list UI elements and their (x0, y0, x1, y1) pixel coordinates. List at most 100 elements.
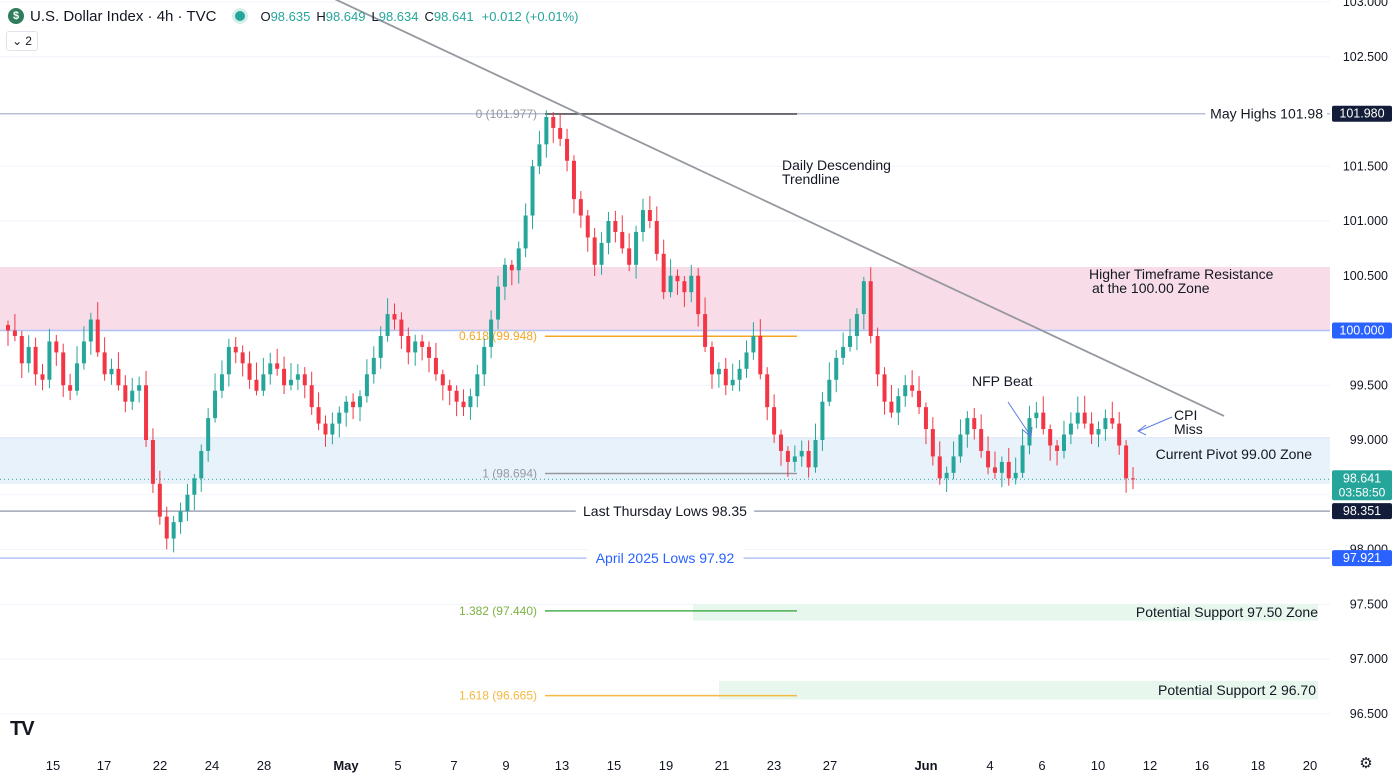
x-tick-label: 4 (986, 758, 993, 773)
candle-body (799, 450, 804, 457)
candle-body (323, 423, 328, 435)
cpi-arrow (1138, 416, 1173, 432)
symbol-logo-icon: $ (8, 8, 24, 24)
x-tick-label: 19 (659, 758, 673, 773)
candle-body (682, 281, 687, 293)
candle-body (364, 374, 369, 397)
candle-body (930, 429, 935, 457)
candle-body (116, 368, 121, 386)
candle-body (247, 363, 252, 380)
candle-body (896, 396, 901, 413)
symbol-title[interactable]: U.S. Dollar Index · 4h · TVC (30, 7, 217, 25)
x-tick-label: 28 (257, 758, 271, 773)
annotation-cpi-2: Miss (1174, 421, 1203, 437)
candle-body (951, 456, 956, 473)
price-label-bg (1332, 105, 1392, 122)
candle-body (834, 357, 839, 380)
candle-body (744, 352, 749, 369)
candle-body (130, 390, 135, 402)
candle-body (337, 412, 342, 424)
candle-body (558, 127, 563, 139)
candle-body (392, 314, 397, 320)
candle-body (489, 319, 494, 347)
candle-body (827, 379, 832, 402)
x-tick-label: 12 (1143, 758, 1157, 773)
candle-body (868, 281, 873, 336)
candle-body (454, 390, 459, 402)
price-label-bg (1332, 470, 1392, 501)
candle-body (240, 352, 245, 364)
candle-body (1020, 445, 1025, 473)
candle-body (268, 363, 273, 375)
open-value: 98.635 (270, 8, 311, 24)
candle-body (1131, 478, 1135, 480)
ohlc-readout: O98.635 H98.649 L98.634 C98.641 +0.012 (… (260, 9, 578, 24)
live-dot-icon (232, 8, 249, 24)
candle-body (302, 374, 307, 386)
candle-body (965, 418, 970, 435)
candle-body (81, 341, 86, 364)
candle-body (689, 275, 694, 293)
candle-body (219, 374, 224, 391)
candle-body (109, 368, 114, 375)
annotation-trendline: Daily Descending (782, 157, 891, 173)
y-tick-label: 103.000 (1343, 0, 1388, 9)
candle-body (468, 396, 473, 408)
candle-body (820, 401, 825, 440)
change-value: +0.012 (+0.01%) (481, 8, 579, 24)
candle-body (61, 352, 66, 386)
candle-body (68, 385, 73, 391)
candle-body (6, 325, 10, 331)
candle-body (447, 385, 452, 391)
indicator-collapse-button[interactable]: ⌄ 2 (6, 31, 38, 51)
candle-body (841, 346, 846, 358)
candle-body (923, 407, 928, 430)
low-value: 98.634 (378, 8, 419, 24)
candle-body (433, 357, 438, 375)
cpi-arrowhead (1137, 424, 1147, 436)
candle-body (1124, 445, 1129, 479)
fib-label: 1 (98.694) (482, 467, 537, 481)
candle-body (785, 450, 790, 462)
candle-body (213, 390, 218, 419)
candle-body (544, 116, 549, 145)
candle-body (627, 248, 632, 265)
nfp-arrowhead (1022, 426, 1033, 439)
candle-body (999, 461, 1004, 473)
candle-body (95, 319, 100, 353)
candle-body (813, 440, 818, 468)
gear-icon[interactable]: ⚙ (1359, 755, 1373, 772)
candle-body (54, 341, 59, 353)
candle-body (730, 379, 735, 386)
candle-body (502, 264, 507, 287)
candle-body (330, 423, 335, 435)
candle-body (275, 363, 280, 369)
level-label-bg (1205, 104, 1327, 124)
candle-body (1075, 412, 1080, 424)
price-label: 98.641 (1343, 471, 1381, 485)
x-tick-label: 7 (450, 758, 457, 773)
candle-body (792, 456, 797, 462)
candle-body (661, 253, 666, 293)
candle-body (620, 231, 625, 249)
candle-body (288, 379, 293, 386)
high-label: H (316, 8, 326, 24)
x-tick-label: 16 (1195, 758, 1209, 773)
candle-body (696, 275, 701, 315)
candle-body (344, 401, 349, 413)
candle-body (937, 456, 942, 479)
y-tick-label: 96.500 (1350, 707, 1388, 721)
x-tick-label: 9 (502, 758, 509, 773)
candle-body (1027, 418, 1032, 446)
candle-body (164, 516, 169, 539)
candle-body (530, 166, 535, 216)
candle-body (482, 346, 487, 375)
tradingview-logo[interactable]: TV (10, 718, 35, 740)
candle-body (944, 472, 949, 479)
candle-body (772, 407, 777, 435)
x-tick-label: Jun (914, 758, 937, 773)
zone-support1 (693, 604, 1318, 621)
candle-body (206, 418, 211, 451)
candle-body (806, 450, 811, 468)
